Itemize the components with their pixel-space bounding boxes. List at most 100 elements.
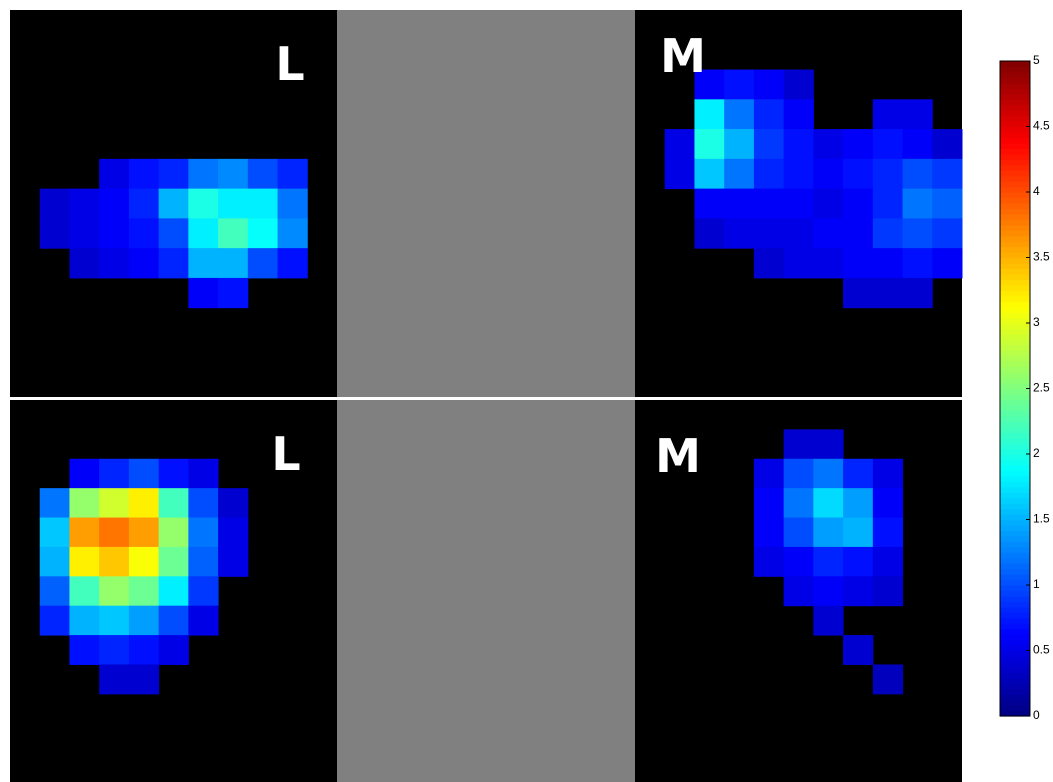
- heat-cell: [69, 635, 99, 665]
- heat-cell: [784, 518, 814, 548]
- heat-cell: [665, 159, 695, 189]
- heat-cell: [932, 218, 962, 248]
- colorbar-gradient: [1000, 492, 1030, 498]
- colorbar-gradient: [1000, 296, 1030, 302]
- heat-cell: [843, 518, 873, 548]
- heat-cell: [278, 248, 308, 278]
- heat-cell: [218, 488, 248, 518]
- colorbar-gradient: [1000, 127, 1030, 133]
- colorbar-gradient: [1000, 66, 1030, 72]
- heat-cell: [188, 459, 218, 489]
- colorbar-gradient: [1000, 389, 1030, 395]
- colorbar-gradient: [1000, 520, 1030, 526]
- heat-cell: [873, 218, 903, 248]
- heat-cell: [129, 576, 159, 606]
- colorbar-gradient: [1000, 672, 1030, 678]
- heat-cell: [218, 248, 248, 278]
- heat-cell: [188, 576, 218, 606]
- heat-cell: [69, 189, 99, 219]
- heat-cell: [813, 459, 843, 489]
- panel-label: M: [655, 429, 701, 483]
- heat-cell: [40, 189, 70, 219]
- heat-cell: [69, 576, 99, 606]
- heat-cell: [159, 547, 189, 577]
- divider: [10, 397, 962, 400]
- colorbar-gradient: [1000, 372, 1030, 378]
- heat-cell: [873, 189, 903, 219]
- heat-cell: [129, 459, 159, 489]
- colorbar-gradient: [1000, 487, 1030, 493]
- heat-cell: [873, 159, 903, 189]
- colorbar-gradient: [1000, 219, 1030, 225]
- heat-cell: [873, 488, 903, 518]
- colorbar-gradient: [1000, 323, 1030, 329]
- colorbar-gradient: [1000, 268, 1030, 274]
- heat-cell: [873, 129, 903, 159]
- colorbar-gradient: [1000, 651, 1030, 657]
- heat-cell: [873, 459, 903, 489]
- colorbar-gradient: [1000, 121, 1030, 127]
- colorbar-tick-label: 4.5: [1033, 119, 1050, 133]
- heat-cell: [903, 218, 933, 248]
- colorbar-gradient: [1000, 94, 1030, 100]
- heat-cell: [218, 518, 248, 548]
- heat-cell: [99, 459, 129, 489]
- heat-cell: [99, 218, 129, 248]
- heat-cell: [873, 278, 903, 308]
- heat-cell: [843, 576, 873, 606]
- colorbar-gradient: [1000, 318, 1030, 324]
- colorbar-gradient: [1000, 170, 1030, 176]
- heat-cell: [159, 635, 189, 665]
- heat-cell: [784, 576, 814, 606]
- heat-cell: [159, 218, 189, 248]
- heat-cell: [99, 248, 129, 278]
- heat-cell: [129, 606, 159, 636]
- colorbar-gradient: [1000, 361, 1030, 367]
- heat-cell: [873, 248, 903, 278]
- heat-cell: [278, 159, 308, 189]
- colorbar-gradient: [1000, 378, 1030, 384]
- colorbar-gradient: [1000, 607, 1030, 613]
- colorbar-tick-label: 0: [1033, 708, 1040, 722]
- heat-cell: [40, 518, 70, 548]
- heat-cell: [694, 99, 724, 129]
- heat-cell: [665, 129, 695, 159]
- heat-cell: [843, 248, 873, 278]
- heat-cell: [40, 547, 70, 577]
- heat-cell: [932, 129, 962, 159]
- colorbar-gradient: [1000, 143, 1030, 149]
- colorbar-tick-label: 3.5: [1033, 250, 1050, 264]
- heat-cell: [754, 159, 784, 189]
- colorbar-gradient: [1000, 110, 1030, 116]
- colorbar-gradient: [1000, 503, 1030, 509]
- colorbar-tick-label: 0.5: [1033, 643, 1050, 657]
- heat-cell: [873, 664, 903, 694]
- colorbar-gradient: [1000, 465, 1030, 471]
- colorbar-gradient: [1000, 192, 1030, 198]
- colorbar-gradient: [1000, 99, 1030, 105]
- heat-cell: [69, 218, 99, 248]
- colorbar-gradient: [1000, 421, 1030, 427]
- colorbar-gradient: [1000, 667, 1030, 673]
- heat-cell: [694, 129, 724, 159]
- colorbar-gradient: [1000, 383, 1030, 389]
- heat-cell: [248, 189, 278, 219]
- heat-cell: [218, 218, 248, 248]
- colorbar-gradient: [1000, 176, 1030, 182]
- heat-cell: [129, 518, 159, 548]
- heat-cell: [813, 129, 843, 159]
- heat-cell: [278, 218, 308, 248]
- heat-cell: [784, 129, 814, 159]
- heat-cell: [129, 189, 159, 219]
- colorbar-gradient: [1000, 454, 1030, 460]
- heat-cell: [784, 429, 814, 459]
- colorbar-gradient: [1000, 290, 1030, 296]
- colorbar-gradient: [1000, 547, 1030, 553]
- heat-cell: [813, 606, 843, 636]
- colorbar-gradient: [1000, 137, 1030, 143]
- colorbar-gradient: [1000, 350, 1030, 356]
- heat-cell: [99, 664, 129, 694]
- heat-cell: [784, 159, 814, 189]
- heat-cell: [754, 99, 784, 129]
- heat-cell: [784, 459, 814, 489]
